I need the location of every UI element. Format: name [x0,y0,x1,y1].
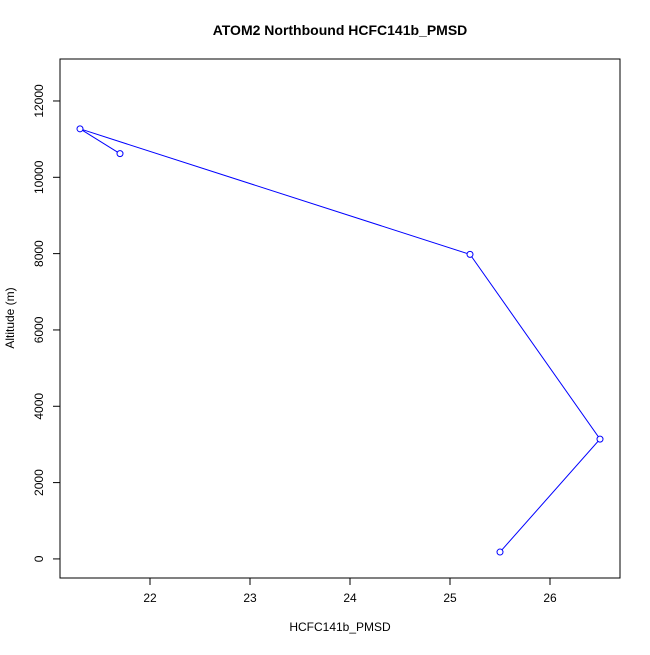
data-point [116,150,124,158]
x-axis: 22 23 24 25 26 [143,577,557,605]
y-tick-label: 6000 [32,316,46,343]
x-tick-label: 24 [343,591,357,605]
x-tick-label: 22 [143,591,157,605]
series-layer [76,125,604,556]
data-point [496,548,504,556]
y-tick-label: 2000 [32,469,46,496]
data-point [596,435,604,443]
y-axis-label: Altitude (m) [3,287,17,348]
x-axis-label: HCFC141b_PMSD [289,620,391,634]
y-tick-label: 10000 [32,160,46,194]
y-tick-label: 12000 [32,84,46,118]
y-tick-label: 0 [32,555,46,562]
data-point [76,125,84,133]
y-axis: 0 2000 4000 6000 8000 10000 12000 [32,84,61,562]
x-tick-label: 26 [543,591,557,605]
chart-title: ATOM2 Northbound HCFC141b_PMSD [213,22,468,38]
data-point [466,250,474,258]
y-tick-label: 4000 [32,393,46,420]
y-tick-label: 8000 [32,240,46,267]
x-tick-label: 25 [443,591,457,605]
x-tick-label: 23 [243,591,257,605]
